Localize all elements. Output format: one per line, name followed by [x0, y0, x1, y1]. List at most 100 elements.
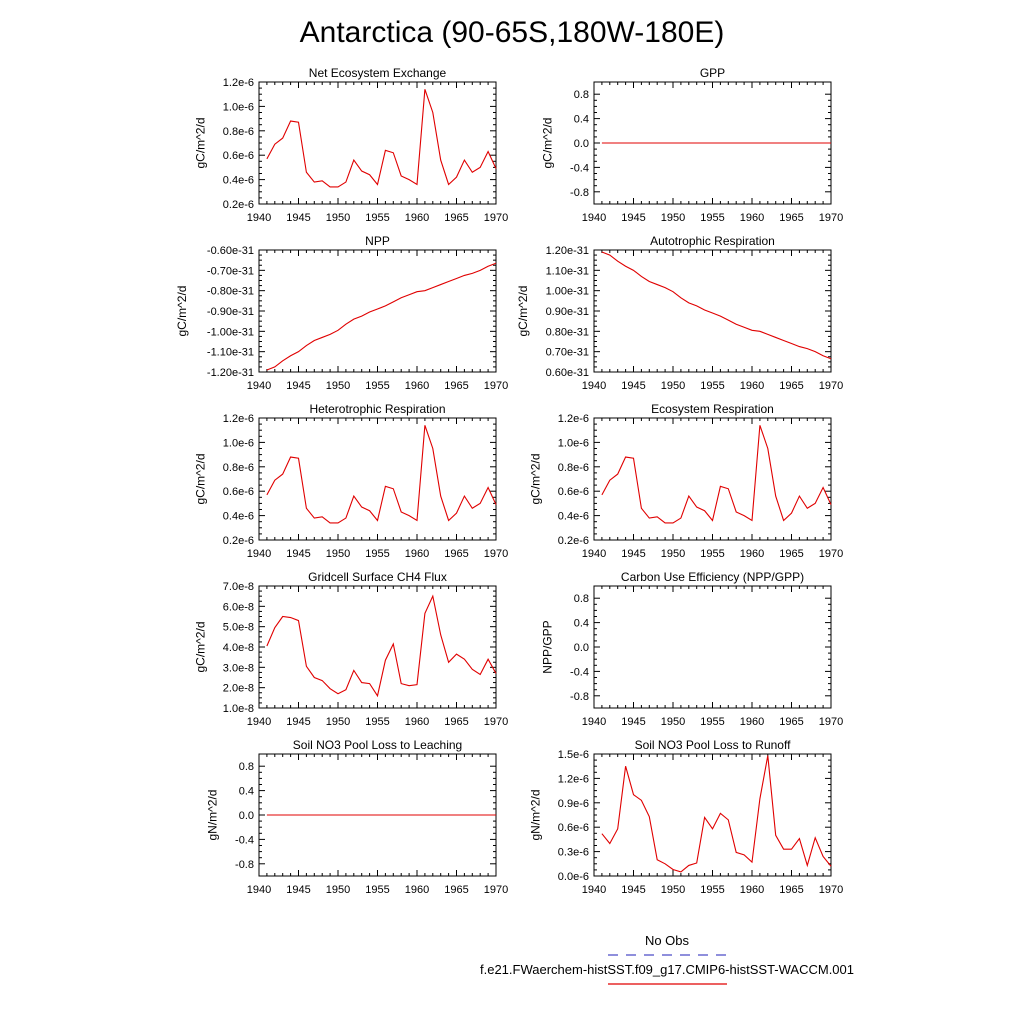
x-tick-label: 1955 [700, 884, 724, 896]
y-tick-label: 0.6e-6 [223, 486, 254, 498]
x-tick-label: 1960 [405, 380, 429, 392]
y-tick-label: 1.10e-31 [546, 265, 589, 277]
x-tick-label: 1950 [661, 716, 685, 728]
y-tick-label: 0.0 [574, 642, 589, 654]
y-tick-label: 0.90e-31 [546, 306, 589, 318]
x-tick-label: 1955 [365, 212, 389, 224]
y-tick-label: 0.9e-6 [558, 798, 589, 810]
y-tick-label: 0.70e-31 [546, 347, 589, 359]
y-tick-label: -1.00e-31 [207, 326, 254, 338]
x-tick-label: 1970 [484, 380, 508, 392]
x-tick-label: 1945 [621, 212, 645, 224]
panels: Net Ecosystem Exchange 1940 1945 1950 1955 19… [175, 66, 843, 896]
x-tick-label: 1965 [779, 212, 803, 224]
y-tick-label: 1.0e-6 [223, 437, 254, 449]
y-axis-label: gC/m^2/d [175, 286, 189, 337]
y-tick-label: 0.0 [574, 138, 589, 150]
y-tick-label: 1.2e-6 [223, 77, 254, 89]
x-tick-label: 1955 [700, 380, 724, 392]
x-tick-label: 1965 [779, 380, 803, 392]
x-tick-label: 1950 [661, 212, 685, 224]
y-axis-label: gN/m^2/d [206, 790, 220, 841]
y-tick-label: -0.8 [570, 691, 589, 703]
panel-title: Soil NO3 Pool Loss to Runoff [635, 738, 792, 752]
panel-9: Soil NO3 Pool Loss to Leaching 1940 1945 19… [206, 738, 509, 896]
x-tick-label: 1945 [286, 716, 310, 728]
y-tick-label: 0.0e-6 [558, 871, 589, 883]
y-tick-label: 5.0e-8 [223, 622, 254, 634]
y-tick-label: 0.6e-6 [558, 822, 589, 834]
y-axis-label: NPP/GPP [541, 620, 555, 673]
y-tick-label: 0.4e-6 [223, 511, 254, 523]
y-tick-label: 0.8e-6 [223, 126, 254, 138]
x-tick-label: 1940 [247, 212, 271, 224]
y-axis-label: gC/m^2/d [193, 622, 207, 673]
y-tick-label: 0.6e-6 [223, 150, 254, 162]
x-tick-label: 1970 [484, 884, 508, 896]
x-tick-label: 1970 [819, 716, 843, 728]
series-line [266, 89, 497, 188]
panel-3: NPP 1940 1945 1950 1955 1960 1965 1970 -1.20e-31… [175, 234, 508, 392]
y-tick-label: 2.0e-8 [223, 683, 254, 695]
panel-title: Carbon Use Efficiency (NPP/GPP) [621, 570, 804, 584]
panel-title: Soil NO3 Pool Loss to Leaching [293, 738, 462, 752]
x-tick-label: 1945 [286, 884, 310, 896]
y-tick-label: 0.60e-31 [546, 367, 589, 379]
panel-8: Carbon Use Efficiency (NPP/GPP) 1940 1945 1… [541, 570, 844, 728]
panel-2: GPP 1940 1945 1950 1955 1960 1965 1970 -0.8 -0.4 0… [541, 66, 844, 224]
x-tick-label: 1955 [700, 716, 724, 728]
plot-frame [593, 417, 832, 541]
x-tick-label: 1955 [365, 548, 389, 560]
y-tick-label: 0.2e-6 [223, 199, 254, 211]
y-tick-label: 1.2e-6 [558, 413, 589, 425]
x-tick-label: 1945 [621, 716, 645, 728]
y-axis-label: gC/m^2/d [516, 286, 530, 337]
x-tick-label: 1940 [247, 380, 271, 392]
series-line [266, 425, 497, 524]
y-tick-label: 0.4 [239, 786, 254, 798]
y-tick-label: 1.20e-31 [546, 245, 589, 257]
x-tick-label: 1965 [444, 548, 468, 560]
series-line [601, 425, 832, 524]
y-tick-label: -0.60e-31 [207, 245, 254, 257]
series-line [266, 262, 497, 371]
x-tick-label: 1945 [621, 380, 645, 392]
x-tick-label: 1940 [582, 716, 606, 728]
y-tick-label: 0.0 [239, 810, 254, 822]
plot-frame [258, 81, 497, 205]
x-tick-label: 1945 [286, 548, 310, 560]
panel-title: Gridcell Surface CH4 Flux [308, 570, 447, 584]
y-tick-label: 1.2e-6 [223, 413, 254, 425]
panel-title: Ecosystem Respiration [651, 402, 774, 416]
y-tick-label: 0.2e-6 [558, 535, 589, 547]
y-tick-label: 0.8e-6 [223, 462, 254, 474]
x-tick-label: 1955 [700, 212, 724, 224]
series-line [266, 594, 497, 698]
x-tick-label: 1950 [326, 716, 350, 728]
y-tick-label: 0.3e-6 [558, 847, 589, 859]
x-tick-label: 1940 [582, 212, 606, 224]
y-tick-label: -0.4 [570, 666, 589, 678]
y-tick-label: -1.20e-31 [207, 367, 254, 379]
x-tick-label: 1960 [740, 380, 764, 392]
y-tick-label: 0.4e-6 [223, 175, 254, 187]
y-tick-label: -0.4 [235, 834, 254, 846]
legend: No Obs f.e21.FWaerchem-histSST.f09_g17.C… [480, 933, 854, 985]
y-tick-label: 0.8 [574, 593, 589, 605]
y-tick-label: -0.8 [235, 859, 254, 871]
y-tick-label: 7.0e-8 [223, 581, 254, 593]
y-tick-label: 1.0e-6 [558, 437, 589, 449]
y-axis-label: gN/m^2/d [528, 790, 542, 841]
series-line [601, 755, 832, 873]
panel-7: Gridcell Surface CH4 Flux 1940 1945 1950 195… [193, 570, 508, 728]
y-tick-label: 1.2e-6 [558, 773, 589, 785]
panel-title: NPP [365, 234, 390, 248]
x-tick-label: 1965 [444, 884, 468, 896]
x-tick-label: 1955 [365, 380, 389, 392]
x-tick-label: 1940 [582, 884, 606, 896]
x-tick-label: 1965 [779, 716, 803, 728]
y-axis-label: gC/m^2/d [193, 454, 207, 505]
y-tick-label: 0.4 [574, 114, 589, 126]
x-tick-label: 1940 [247, 716, 271, 728]
x-tick-label: 1950 [326, 548, 350, 560]
